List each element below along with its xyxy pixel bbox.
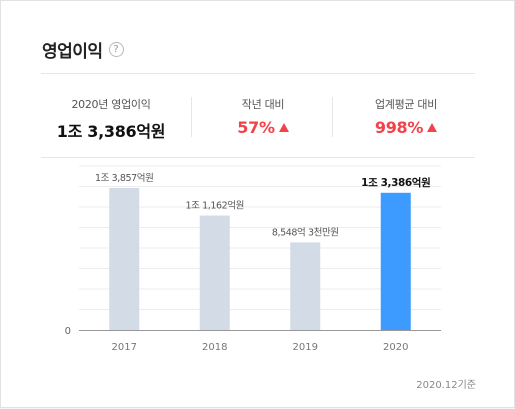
stat-operating-profit: 2020년 영업이익 1조 3,386억원: [45, 96, 177, 142]
stat-vs-industry: 업계평균 대비 998%: [341, 96, 471, 137]
footnote: 2020.12기준: [416, 380, 476, 391]
stat-value-wrap: 57%: [201, 118, 325, 137]
data-label-2020: 1조 3,386억원: [361, 176, 430, 189]
x-tick-label-2017: 2017: [112, 342, 137, 353]
stat-label: 작년 대비: [241, 98, 285, 111]
y-tick-label: 0: [65, 326, 71, 337]
title-row: 영업이익 ?: [42, 37, 124, 62]
triangle-up-icon: [278, 123, 289, 132]
x-tick-label-2018: 2018: [202, 342, 227, 353]
triangle-up-icon: [427, 123, 438, 132]
stat-divider: [332, 97, 333, 137]
card-title: 영업이익: [42, 42, 103, 62]
x-tick-label-2019: 2019: [293, 342, 318, 353]
help-icon[interactable]: ?: [108, 42, 124, 57]
mid-divider: [41, 157, 475, 158]
top-divider: [41, 73, 475, 74]
data-label-2018: 1조 1,162억원: [186, 200, 244, 212]
bar-2019: [290, 242, 321, 330]
stat-value: 57%: [237, 118, 275, 137]
data-label-2019: 8,548억 3천만원: [272, 226, 339, 238]
data-label-2017: 1조 3,857억원: [95, 172, 153, 184]
bar-2018: [199, 215, 230, 330]
stat-value: 998%: [374, 118, 424, 137]
bar-2020: [380, 192, 411, 330]
bar-2017: [109, 187, 140, 330]
x-tick-label-2020: 2020: [383, 342, 408, 353]
stat-divider: [191, 97, 192, 137]
stat-label: 2020년 영업이익: [71, 98, 151, 111]
stat-label: 업계평균 대비: [374, 98, 438, 111]
stat-value: 1조 3,386억원: [56, 122, 166, 141]
stat-yoy: 작년 대비 57%: [201, 96, 325, 137]
stat-value-wrap: 998%: [341, 118, 471, 137]
